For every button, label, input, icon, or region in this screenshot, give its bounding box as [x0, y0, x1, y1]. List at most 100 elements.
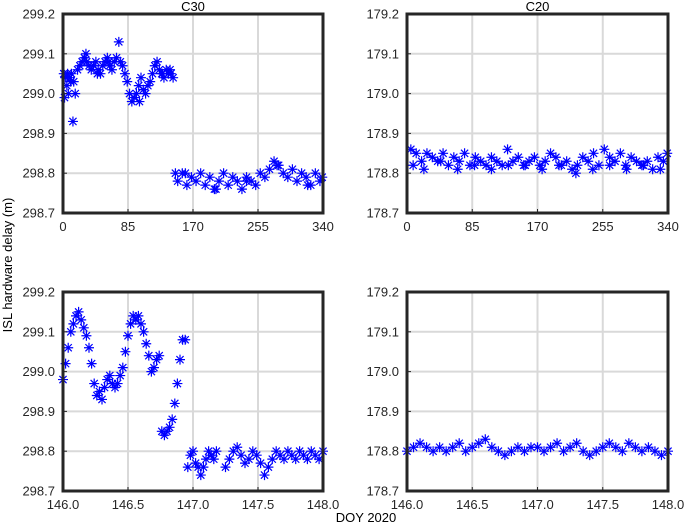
- data-point: [658, 156, 669, 167]
- data-point: [201, 454, 211, 465]
- y-tick-label: 179.1: [366, 324, 399, 339]
- data-point: [525, 442, 536, 453]
- data-point: [493, 446, 504, 457]
- data-point: [434, 442, 445, 453]
- series-1: [58, 36, 328, 195]
- data-point: [486, 164, 497, 175]
- data-point: [79, 52, 90, 63]
- data-point: [408, 442, 419, 453]
- x-tick-label: 340: [657, 219, 679, 234]
- data-point: [460, 446, 471, 457]
- data-point: [454, 156, 465, 167]
- data-point: [203, 446, 214, 457]
- data-point: [224, 454, 235, 465]
- data-point: [572, 160, 583, 171]
- panel-title: C20: [526, 0, 550, 14]
- y-axis-label: ISL hardware delay (m): [0, 198, 15, 333]
- data-point: [599, 144, 610, 155]
- data-point: [63, 88, 74, 99]
- data-point: [593, 160, 604, 171]
- data-point: [167, 414, 178, 425]
- data-point: [290, 454, 301, 465]
- x-tick-label: 255: [592, 219, 614, 234]
- data-point: [63, 342, 74, 353]
- data-point: [169, 398, 180, 409]
- data-point: [76, 314, 87, 325]
- data-point: [157, 68, 168, 79]
- data-point: [104, 370, 115, 381]
- data-point: [279, 454, 289, 465]
- data-point: [133, 80, 144, 91]
- data-point: [124, 88, 135, 99]
- x-tick-label: 148.0: [652, 497, 685, 512]
- y-tick-label: 299.0: [22, 364, 55, 379]
- data-point: [146, 366, 157, 377]
- data-point: [247, 446, 258, 457]
- data-point: [117, 60, 128, 71]
- x-tick-label: 147.0: [177, 497, 210, 512]
- data-point: [623, 438, 634, 449]
- data-point: [491, 156, 502, 167]
- data-point: [191, 176, 202, 187]
- data-point: [164, 422, 175, 433]
- data-point: [561, 156, 572, 167]
- series-1: [58, 306, 328, 481]
- data-point: [306, 446, 317, 457]
- data-point: [88, 60, 99, 71]
- data-point: [70, 88, 81, 99]
- data-point: [103, 56, 114, 67]
- data-point: [236, 184, 247, 195]
- data-point: [232, 176, 243, 187]
- data-point: [86, 358, 97, 369]
- data-point: [310, 168, 321, 179]
- x-tick-label: 148.0: [307, 497, 340, 512]
- data-point: [539, 446, 550, 457]
- data-point: [428, 446, 439, 457]
- data-point: [626, 152, 637, 163]
- data-point: [250, 180, 261, 191]
- data-point: [71, 310, 81, 321]
- data-point: [147, 68, 158, 79]
- data-point: [180, 168, 191, 179]
- data-point: [65, 76, 76, 87]
- data-point: [610, 156, 621, 167]
- data-point: [302, 180, 313, 191]
- y-tick-label: 299.2: [22, 285, 55, 300]
- x-tick-label: 146.0: [47, 497, 80, 512]
- data-point: [567, 164, 578, 175]
- data-point: [545, 148, 556, 159]
- data-point: [113, 36, 124, 47]
- data-point: [84, 342, 94, 353]
- data-point: [251, 450, 262, 461]
- data-point: [195, 470, 206, 481]
- data-point: [240, 458, 250, 469]
- x-tick-label: 85: [121, 219, 135, 234]
- x-tick-label: 0: [403, 219, 410, 234]
- data-point: [259, 470, 270, 481]
- data-point: [643, 442, 654, 453]
- y-tick-label: 179.0: [366, 364, 399, 379]
- y-tick-label: 179.1: [366, 46, 399, 61]
- data-point: [502, 144, 513, 155]
- data-point: [119, 68, 130, 79]
- data-point: [486, 152, 497, 163]
- data-point: [115, 370, 126, 381]
- data-point: [583, 156, 594, 167]
- data-point: [102, 374, 113, 385]
- data-point: [621, 164, 632, 175]
- y-tick-label: 178.7: [366, 484, 399, 499]
- x-tick-label: 255: [247, 219, 269, 234]
- data-point: [102, 52, 113, 63]
- data-point: [206, 450, 217, 461]
- data-point: [259, 172, 270, 183]
- data-point: [149, 362, 159, 373]
- y-tick-label: 178.8: [366, 166, 399, 181]
- data-point: [467, 442, 478, 453]
- data-point: [534, 160, 545, 171]
- data-point: [513, 152, 524, 163]
- data-point: [507, 156, 518, 167]
- data-point: [636, 446, 647, 457]
- data-point: [181, 180, 192, 191]
- data-point: [298, 450, 309, 461]
- data-point: [129, 92, 140, 103]
